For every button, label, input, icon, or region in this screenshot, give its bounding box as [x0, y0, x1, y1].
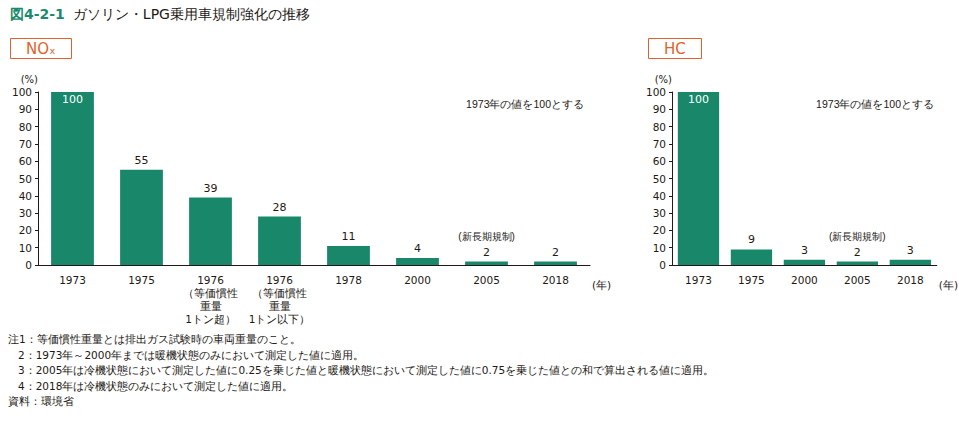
- svg-text:2005: 2005: [844, 274, 871, 286]
- svg-text:1973: 1973: [59, 274, 86, 286]
- svg-text:3: 3: [907, 244, 914, 257]
- svg-text:NOₓ: NOₓ: [26, 40, 56, 58]
- svg-text:70: 70: [19, 138, 32, 150]
- svg-text:100: 100: [646, 86, 666, 98]
- svg-text:3: 3: [801, 244, 808, 257]
- svg-text:30: 30: [19, 207, 32, 219]
- svg-text:（等価慣性: （等価慣性: [252, 287, 307, 299]
- svg-text:(%): (%): [21, 74, 38, 85]
- svg-text:9: 9: [748, 233, 755, 246]
- svg-text:10: 10: [653, 242, 666, 254]
- svg-text:50: 50: [653, 173, 666, 185]
- svg-text:80: 80: [19, 121, 32, 133]
- svg-text:0: 0: [25, 259, 32, 271]
- svg-text:0: 0: [659, 259, 666, 271]
- svg-text:90: 90: [653, 103, 666, 115]
- svg-text:28: 28: [273, 201, 287, 214]
- svg-text:2018: 2018: [897, 274, 924, 286]
- svg-text:（等価慣性: （等価慣性: [183, 287, 238, 299]
- svg-text:1973年の値を100とする: 1973年の値を100とする: [816, 98, 934, 111]
- svg-text:1973: 1973: [685, 274, 712, 286]
- svg-text:2: 2: [483, 246, 490, 259]
- svg-text:(%): (%): [655, 74, 672, 85]
- html-text:図4-2-1: 図4-2-1: [10, 6, 65, 22]
- svg-text:(新長期規制): (新長期規制): [829, 231, 886, 242]
- svg-text:1975: 1975: [128, 274, 155, 286]
- svg-text:2: 2: [854, 246, 861, 259]
- svg-text:70: 70: [653, 138, 666, 150]
- svg-text:重量: 重量: [200, 300, 222, 312]
- svg-text:30: 30: [653, 207, 666, 219]
- html-text:ガソリン・LPG乗用車規制強化の推移: ガソリン・LPG乗用車規制強化の推移: [72, 6, 310, 22]
- html-text:注1：等価慣性重量とは排出ガス試験時の車両重量のこと。: 注1：等価慣性重量とは排出ガス試験時の車両重量のこと。: [8, 333, 301, 345]
- svg-text:2000: 2000: [404, 274, 431, 286]
- svg-text:100: 100: [62, 93, 83, 106]
- svg-text:100: 100: [688, 93, 709, 106]
- html-text:資料：環境省: 資料：環境省: [8, 395, 74, 407]
- svg-text:20: 20: [653, 224, 666, 236]
- svg-text:1973年の値を100とする: 1973年の値を100とする: [466, 98, 584, 111]
- svg-text:(新長期規制): (新長期規制): [458, 231, 515, 242]
- svg-text:1976: 1976: [266, 274, 293, 286]
- svg-text:重量: 重量: [269, 300, 291, 312]
- svg-text:(年): (年): [592, 279, 611, 291]
- svg-text:60: 60: [19, 155, 32, 167]
- html-text:3：2005年は冷機状態において測定した値に0.25を乗じた: 3：2005年は冷機状態において測定した値に0.25を乗じた値と暖機状態において…: [18, 364, 715, 376]
- svg-text:(年): (年): [939, 279, 958, 291]
- svg-text:1975: 1975: [738, 274, 765, 286]
- svg-text:100: 100: [12, 86, 32, 98]
- svg-text:10: 10: [19, 242, 32, 254]
- svg-text:2: 2: [552, 246, 559, 259]
- svg-text:1978: 1978: [335, 274, 362, 286]
- svg-text:HC: HC: [664, 40, 686, 58]
- svg-text:60: 60: [653, 155, 666, 167]
- svg-text:90: 90: [19, 103, 32, 115]
- svg-text:1トン超）: 1トン超）: [185, 313, 236, 325]
- svg-text:50: 50: [19, 173, 32, 185]
- svg-text:40: 40: [19, 190, 32, 202]
- svg-text:39: 39: [204, 182, 218, 195]
- svg-text:11: 11: [342, 230, 356, 243]
- svg-text:2000: 2000: [791, 274, 818, 286]
- svg-text:4: 4: [414, 242, 421, 255]
- html-text:4：2018年は冷機状態のみにおいて測定した値に適用。: 4：2018年は冷機状態のみにおいて測定した値に適用。: [18, 379, 294, 392]
- svg-text:2005: 2005: [473, 274, 500, 286]
- svg-text:2018: 2018: [542, 274, 569, 286]
- svg-text:20: 20: [19, 224, 32, 236]
- svg-text:1976: 1976: [197, 274, 224, 286]
- svg-text:80: 80: [653, 121, 666, 133]
- svg-text:55: 55: [135, 154, 149, 167]
- html-text:2：1973年～2000年までは暖機状態のみにおいて測定した: 2：1973年～2000年までは暖機状態のみにおいて測定した値に適用。: [18, 348, 365, 361]
- svg-text:40: 40: [653, 190, 666, 202]
- svg-text:1トン以下）: 1トン以下）: [249, 313, 311, 325]
